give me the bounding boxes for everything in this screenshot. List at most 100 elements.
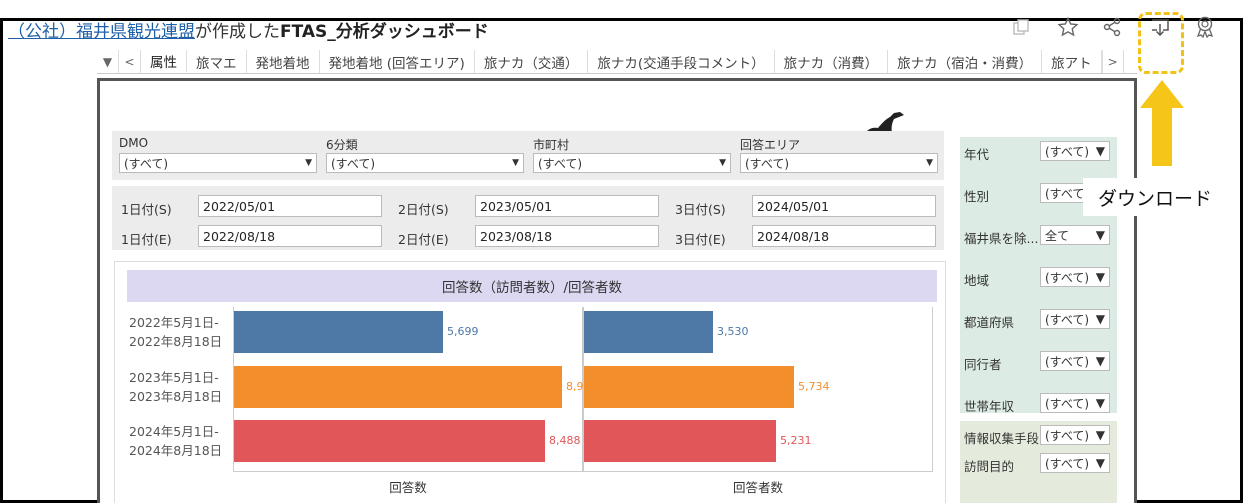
- right-filter-row: 年代 (すべて) ▼: [964, 141, 1114, 162]
- right-filter-value: (すべて): [1045, 312, 1090, 327]
- date-input-1-end[interactable]: 2022/08/18: [198, 225, 382, 247]
- right-filter-select[interactable]: (すべて) ▼: [1040, 267, 1110, 287]
- filter-dmo-select[interactable]: (すべて) ▼: [119, 153, 317, 173]
- chart-bar[interactable]: [234, 366, 562, 408]
- category-label: 2024年5月1日- 2024年8月18日: [129, 422, 229, 460]
- right-filter-value: (すべて): [1045, 144, 1090, 159]
- right-filter-row: 福井県を除... 全て ▼: [964, 225, 1114, 246]
- chart-panel: [583, 307, 933, 472]
- chevron-down-icon: ▼: [512, 158, 519, 168]
- right-filter-row: 情報収集手段 (すべて) ▼: [964, 425, 1114, 446]
- tab-during-trip-transport[interactable]: 旅ナカ（交通）: [475, 50, 589, 73]
- date-input-3-start[interactable]: 2024/05/01: [752, 195, 936, 217]
- filter-answer-area: 回答エリア (すべて) ▼: [740, 136, 938, 173]
- date-row-start: 1日付(S) 2022/05/01 2日付(S) 2023/05/01 3日付(…: [112, 195, 944, 219]
- date-label: 3日付(S): [675, 202, 726, 217]
- right-filter-value: (すべて): [1045, 456, 1090, 471]
- filter-answer-area-select[interactable]: (すべて) ▼: [740, 153, 938, 173]
- chart-title: 回答数（訪問者数）/回答者数: [127, 270, 937, 302]
- tab-origin-destination-area[interactable]: 発地着地 (回答エリア): [320, 50, 475, 73]
- chevron-down-icon: ▼: [1095, 456, 1105, 470]
- right-filter-row: 地域 (すべて) ▼: [964, 267, 1114, 288]
- category-label-line: 2022年5月1日-: [129, 315, 219, 330]
- date-input-2-end[interactable]: 2023/08/18: [475, 225, 659, 247]
- page-title: （公社）福井県観光連盟 が作成した FTAS_分析ダッシュボード: [8, 14, 489, 44]
- chart-bar[interactable]: [584, 420, 776, 462]
- right-filter-row: 同行者 (すべて) ▼: [964, 351, 1114, 372]
- date-input-3-end[interactable]: 2024/08/18: [752, 225, 936, 247]
- star-icon[interactable]: [1055, 14, 1081, 40]
- chevron-down-icon: ▼: [926, 158, 933, 168]
- arrow-up-icon: [1140, 80, 1184, 166]
- chart-bar[interactable]: [584, 311, 713, 353]
- right-filter-label: 年代: [964, 147, 990, 162]
- date-range-panel: 1日付(S) 2022/05/01 2日付(S) 2023/05/01 3日付(…: [112, 186, 944, 250]
- category-label: 2023年5月1日- 2023年8月18日: [129, 368, 229, 406]
- right-filter-select[interactable]: (すべて) ▼: [1040, 453, 1110, 473]
- axis-label: 回答者数: [732, 480, 783, 495]
- date-label: 2日付(S): [398, 202, 449, 217]
- right-filter-label: 世帯年収: [964, 399, 1015, 414]
- date-input-1-start[interactable]: 2022/05/01: [198, 195, 382, 217]
- right-filter-select[interactable]: (すべて) ▼: [1040, 309, 1110, 329]
- chevron-down-icon: ▼: [1095, 228, 1105, 242]
- date-row-end: 1日付(E) 2022/08/18 2日付(E) 2023/08/18 3日付(…: [112, 225, 944, 249]
- filter-label: 回答エリア: [740, 138, 801, 152]
- tab-during-trip-consumption[interactable]: 旅ナカ（消費）: [775, 50, 889, 73]
- chevron-down-icon: ▼: [1095, 396, 1105, 410]
- right-filter-value: (すべて): [1045, 354, 1090, 369]
- right-filter-label: 性別: [964, 189, 990, 204]
- right-filter-select[interactable]: (すべて) ▼: [1040, 425, 1110, 445]
- filter-municipality-select[interactable]: (すべて) ▼: [533, 153, 731, 173]
- chevron-down-icon: ▼: [1095, 144, 1105, 158]
- right-filter-select[interactable]: (すべて) ▼: [1040, 393, 1110, 413]
- chart-panel: [233, 307, 583, 472]
- chevron-down-icon: ▼: [1095, 354, 1105, 368]
- download-icon[interactable]: [1147, 14, 1173, 40]
- copy-icon[interactable]: [1008, 14, 1034, 40]
- right-filter-row: 都道府県 (すべて) ▼: [964, 309, 1114, 330]
- chart-bar[interactable]: [584, 366, 794, 408]
- bar-value-label: 3,530: [717, 325, 749, 338]
- filter-category6-select[interactable]: (すべて) ▼: [326, 153, 524, 173]
- publisher-link[interactable]: （公社）福井県観光連盟: [8, 21, 195, 42]
- demographic-filter-panel: 年代 (すべて) ▼ 性別 (すべて) ▼ 福井県を除... 全て ▼ 地域 (すべて) ▼ 都道府県 (…: [960, 137, 1117, 414]
- date-label: 1日付(E): [121, 232, 172, 247]
- filter-dmo: DMO (すべて) ▼: [119, 136, 317, 173]
- chevron-down-icon: ▼: [1095, 270, 1105, 284]
- chevron-down-icon: ▼: [1095, 312, 1105, 326]
- category-label-line: 2024年8月18日: [129, 443, 223, 458]
- right-filter-select[interactable]: (すべて) ▼: [1040, 141, 1110, 161]
- tab-scroll-left[interactable]: <: [119, 50, 141, 73]
- tab-attributes[interactable]: 属性: [141, 50, 187, 73]
- right-filter-row: 世帯年収 (すべて) ▼: [964, 393, 1114, 414]
- date-label: 2日付(E): [398, 232, 449, 247]
- category-label-line: 2024年5月1日-: [129, 424, 219, 439]
- right-filter-label: 福井県を除...: [964, 231, 1039, 246]
- tab-scroll-right[interactable]: >: [1101, 50, 1124, 73]
- badge-icon[interactable]: [1192, 14, 1218, 40]
- tab-menu-dropdown[interactable]: ▼: [97, 50, 119, 73]
- chart-bar[interactable]: [234, 420, 545, 462]
- filter-value: (すべて): [331, 156, 376, 171]
- sheet-tabs: ▼ < 属性 旅マエ 発地着地 発地着地 (回答エリア) 旅ナカ（交通） 旅ナカ…: [97, 50, 1137, 74]
- tab-before-trip[interactable]: 旅マエ: [187, 50, 247, 73]
- right-filter-value: (すべて): [1045, 428, 1090, 443]
- bar-value-label: 5,699: [447, 325, 479, 338]
- tab-during-trip-lodging[interactable]: 旅ナカ（宿泊・消費）: [888, 50, 1043, 73]
- tab-after-trip[interactable]: 旅アト: [1042, 50, 1102, 73]
- date-label: 1日付(S): [121, 202, 172, 217]
- date-input-2-start[interactable]: 2023/05/01: [475, 195, 659, 217]
- chart-bar[interactable]: [234, 311, 443, 353]
- tab-during-trip-transport-comment[interactable]: 旅ナカ(交通手段コメント）: [588, 50, 775, 73]
- chevron-down-icon: ▼: [305, 158, 312, 168]
- share-icon[interactable]: [1099, 14, 1125, 40]
- right-filter-select[interactable]: (すべて) ▼: [1040, 351, 1110, 371]
- axis-label: 回答数: [389, 480, 427, 495]
- tab-origin-destination[interactable]: 発地着地: [247, 50, 320, 73]
- right-filter-row: 訪問目的 (すべて) ▼: [964, 453, 1114, 474]
- right-filter-select[interactable]: 全て ▼: [1040, 225, 1110, 245]
- filter-bar: DMO (すべて) ▼ 6分類 (すべて) ▼ 市町村 (すべて) ▼ 回答エリア (…: [112, 131, 944, 180]
- download-highlight-box: [1138, 12, 1184, 74]
- download-callout: ダウンロード: [1083, 178, 1227, 216]
